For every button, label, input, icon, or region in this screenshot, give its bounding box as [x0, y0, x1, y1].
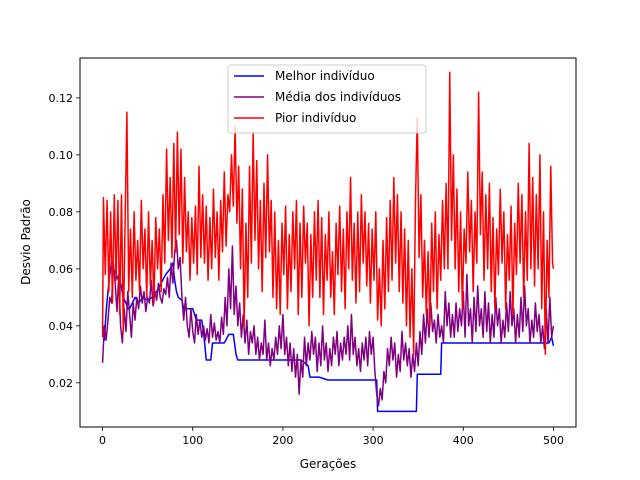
x-tick-label: 100 — [182, 434, 203, 447]
y-axis: 0.02 0.04 0.06 0.08 0.10 0.12 — [49, 92, 80, 390]
x-axis-label: Gerações — [300, 457, 357, 471]
x-axis: 0 100 200 300 400 500 — [99, 427, 564, 447]
series-line-1 — [101, 262, 555, 413]
y-tick-label: 0.04 — [49, 320, 74, 333]
x-tick-label: 400 — [453, 434, 474, 447]
series-line-2 — [101, 239, 555, 407]
y-tick-label: 0.10 — [49, 149, 74, 162]
axes-frame — [79, 57, 577, 428]
legend-box — [227, 64, 427, 134]
legend-label-2: Média dos indivíduos — [275, 90, 401, 104]
y-tick-label: 0.02 — [49, 377, 74, 390]
x-tick-label: 300 — [363, 434, 384, 447]
y-tick-label: 0.12 — [49, 92, 74, 105]
x-tick-label: 0 — [99, 434, 106, 447]
x-tick-label: 200 — [272, 434, 293, 447]
legend-label-3: Pior indivíduo — [275, 111, 356, 125]
y-tick-label: 0.08 — [49, 206, 74, 219]
y-tick-label: 0.06 — [49, 263, 74, 276]
legend-label-1: Melhor indivíduo — [275, 69, 375, 83]
legend: Melhor indivíduo Média dos indivíduos Pior… — [227, 64, 427, 134]
series-line-3 — [101, 71, 555, 356]
y-axis-label: Desvio Padrão — [19, 199, 33, 285]
x-tick-label: 500 — [543, 434, 564, 447]
plot-lines — [101, 71, 555, 413]
